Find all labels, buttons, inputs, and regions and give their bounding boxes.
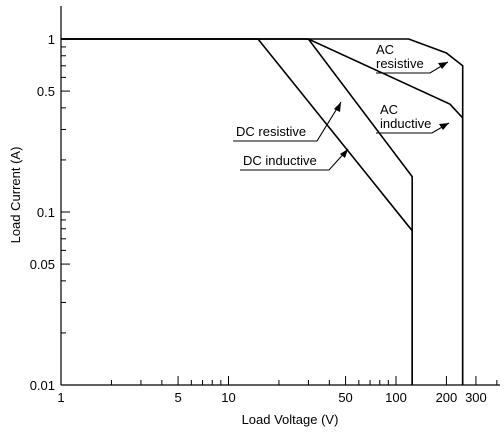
x-tick-label: 200 bbox=[436, 390, 458, 405]
y-tick-label: 1 bbox=[48, 32, 55, 47]
x-tick-label: 1 bbox=[57, 390, 64, 405]
y-tick-label: 0.1 bbox=[37, 205, 55, 220]
dc-resistive-arrowhead bbox=[334, 102, 341, 112]
y-tick-label: 0.01 bbox=[30, 378, 55, 393]
ac-inductive-arrowhead bbox=[439, 123, 449, 130]
y-tick-label: 0.05 bbox=[30, 257, 55, 272]
series-ac-resistive-line bbox=[61, 38, 464, 385]
dc-resistive-leader bbox=[233, 101, 342, 142]
tick-labels: 1 5 10 50 100 200 300 0.01 0.05 0.1 0.5 1 bbox=[30, 32, 487, 405]
annotation-arrowheads bbox=[334, 62, 449, 158]
ac-inductive-label-line2: inductive bbox=[380, 116, 431, 131]
x-axis-title: Load Voltage (V) bbox=[242, 412, 339, 427]
dc-inductive-label: DC inductive bbox=[243, 153, 317, 168]
dc-inductive-leader bbox=[240, 148, 349, 171]
data-series bbox=[61, 38, 464, 385]
series-dc-inductive-line bbox=[61, 38, 414, 385]
ac-inductive-label-line1: AC bbox=[380, 102, 398, 117]
y-tick-label: 0.5 bbox=[37, 84, 55, 99]
y-axis-title: Load Current (A) bbox=[8, 147, 23, 244]
x-tick-label: 5 bbox=[174, 390, 181, 405]
x-tick-label: 10 bbox=[221, 390, 235, 405]
ac-resistive-arrowhead bbox=[438, 62, 448, 69]
series-ac-inductive-line bbox=[61, 38, 464, 385]
dc-inductive-arrowhead bbox=[340, 149, 348, 158]
ac-resistive-label-line1: AC bbox=[376, 42, 394, 57]
x-tick-label: 50 bbox=[338, 390, 352, 405]
axes bbox=[60, 6, 500, 386]
x-tick-label: 100 bbox=[385, 390, 407, 405]
ac-resistive-label-line2: resistive bbox=[376, 56, 424, 71]
tick-marks bbox=[61, 38, 498, 385]
dc-resistive-label: DC resistive bbox=[236, 124, 306, 139]
series-dc-resistive-line bbox=[61, 38, 414, 385]
x-tick-label: 300 bbox=[465, 390, 487, 405]
